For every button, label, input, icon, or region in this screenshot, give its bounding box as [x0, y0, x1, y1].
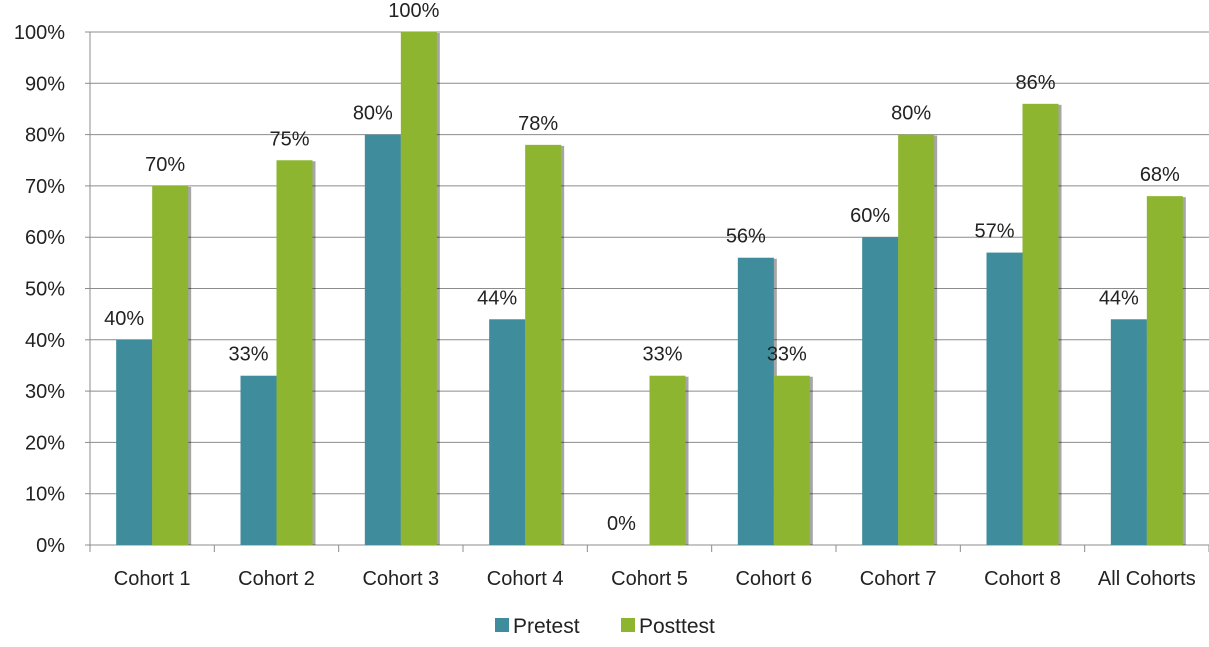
posttest-bar [1146, 196, 1183, 545]
x-category-label: Cohort 2 [238, 568, 315, 590]
legend-label-posttest: Posttest [639, 615, 715, 638]
pretest-data-label: 44% [477, 287, 517, 309]
y-tick-label: 50% [25, 279, 65, 301]
pretest-data-label: 40% [104, 308, 144, 330]
posttest-data-label: 70% [145, 154, 185, 176]
y-tick-label: 0% [36, 535, 65, 557]
y-tick-label: 30% [25, 381, 65, 403]
x-category-label: Cohort 6 [735, 568, 812, 590]
y-tick-label: 70% [25, 176, 65, 198]
data-labels: 40% 33% 80% 44% 0% 56% 60% 57% 44% 70% 75% 100% 78% 3… [104, 0, 1180, 535]
legend-swatch-posttest [621, 618, 635, 632]
pretest-data-label: 80% [353, 103, 393, 125]
x-category-label: Cohort 5 [611, 568, 688, 590]
y-tick-label: 100% [14, 22, 65, 44]
posttest-data-label: 33% [767, 344, 807, 366]
legend-swatch-pretest [495, 618, 509, 632]
pretest-data-label: 60% [850, 205, 890, 227]
y-tick-label: 10% [25, 484, 65, 506]
y-tick-label: 80% [25, 125, 65, 147]
legend-label-pretest: Pretest [513, 615, 580, 638]
pretest-bar [489, 319, 526, 545]
posttest-bar [152, 185, 189, 545]
posttest-data-label: 80% [891, 103, 931, 125]
posttest-data-label: 68% [1140, 164, 1180, 186]
y-tick-label: 60% [25, 227, 65, 249]
legend: Pretest Posttest [495, 615, 715, 638]
x-category-label: All Cohorts [1098, 568, 1196, 590]
x-category-label: Cohort 1 [114, 568, 191, 590]
posttest-bar [773, 375, 810, 545]
posttest-bar [525, 144, 562, 546]
pretest-bar [737, 257, 774, 545]
x-category-label: Cohort 7 [860, 568, 937, 590]
pretest-bar [1110, 319, 1147, 545]
posttest-bar [400, 32, 437, 545]
pretest-bar [862, 237, 899, 545]
posttest-bar [649, 375, 686, 545]
pretest-data-label: 44% [1099, 287, 1139, 309]
posttest-bar [898, 134, 935, 545]
pretest-data-label: 0% [607, 513, 636, 535]
pretest-data-label: 56% [726, 226, 766, 248]
pretest-data-label: 57% [974, 221, 1014, 243]
posttest-data-label: 78% [518, 113, 558, 135]
x-category-label: Cohort 8 [984, 568, 1061, 590]
pretest-bar [364, 134, 401, 545]
y-tick-label: 40% [25, 330, 65, 352]
posttest-bar [1022, 103, 1059, 545]
bars [116, 32, 1186, 546]
posttest-data-label: 100% [388, 0, 439, 22]
y-tick-label: 20% [25, 432, 65, 454]
posttest-data-label: 86% [1015, 72, 1055, 94]
posttest-data-label: 33% [642, 344, 682, 366]
posttest-bar [276, 160, 313, 545]
x-category-label: Cohort 4 [487, 568, 564, 590]
y-tick-label: 90% [25, 73, 65, 95]
pretest-data-label: 33% [228, 344, 268, 366]
posttest-data-label: 75% [269, 128, 309, 150]
pretest-bar [240, 375, 277, 545]
x-category-label: Cohort 3 [362, 568, 439, 590]
pretest-bar [116, 339, 153, 545]
pretest-bar [986, 252, 1023, 545]
